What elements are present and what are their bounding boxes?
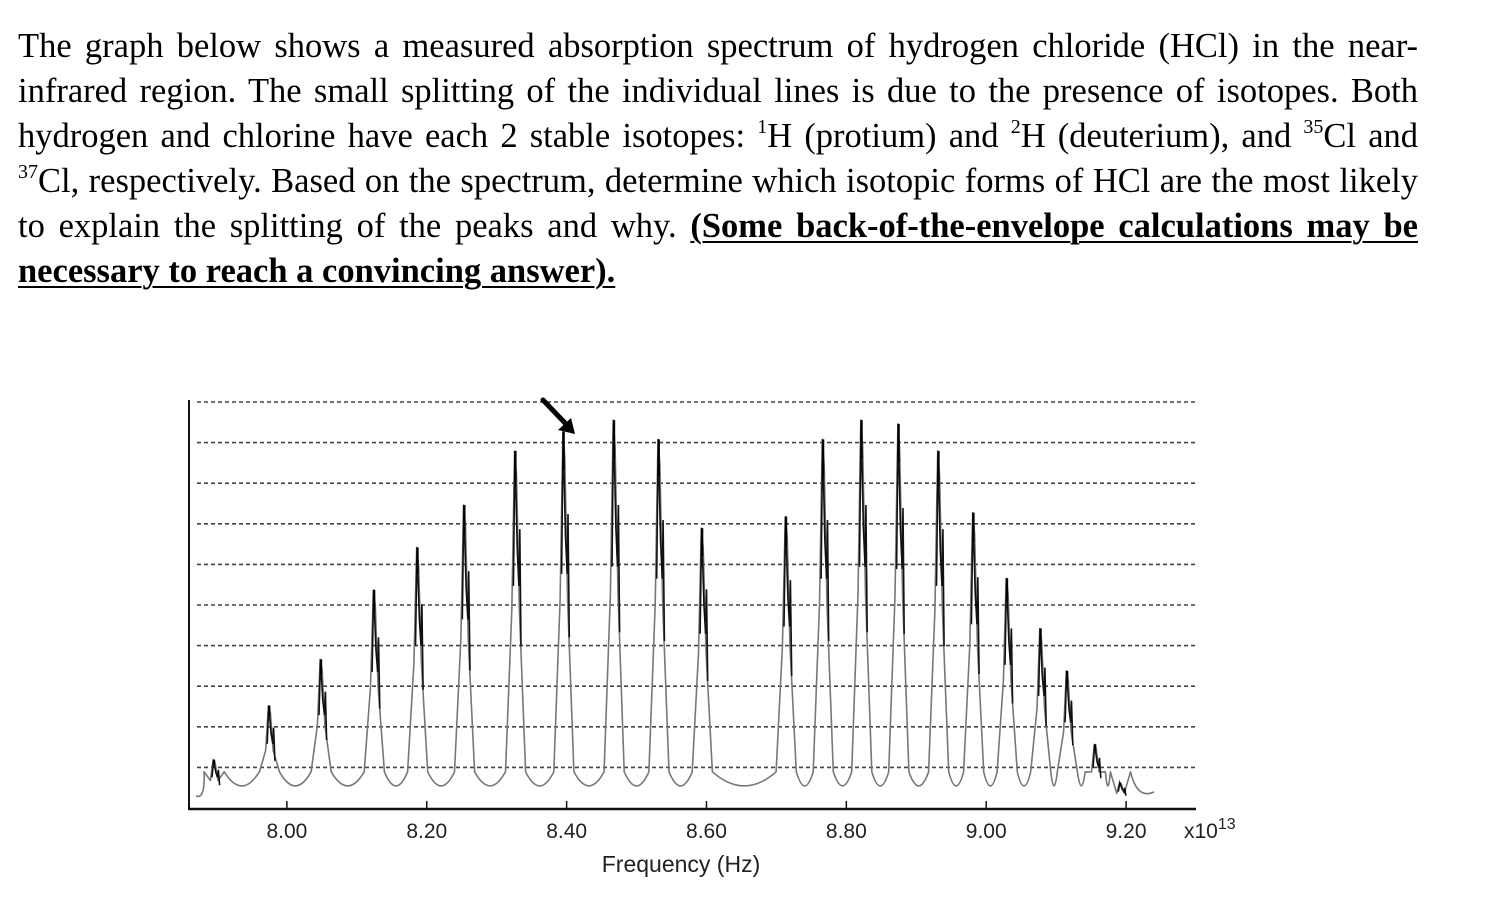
question-part-3: H (deuterium), and <box>1020 117 1304 155</box>
chart-axes <box>188 400 1196 811</box>
question-part-1: The graph below shows a measured absorpt… <box>18 27 1418 155</box>
x-multiplier-exponent: 13 <box>1218 816 1236 833</box>
question-part-2: H (protium) and <box>767 117 1011 155</box>
superscript-35cl: 35 <box>1303 115 1324 138</box>
question-emphasis: (Some back-of-the-envelope calculations … <box>18 207 1418 290</box>
x-tick-label: 8.80 <box>826 820 867 843</box>
question-part-5: Cl, respectively. Based on the spectrum,… <box>18 162 1418 245</box>
question-text: The graph below shows a measured absorpt… <box>18 24 1418 294</box>
arrow-icon <box>540 397 575 434</box>
x-tick-label: 9.20 <box>1106 820 1147 843</box>
x-tick-label: 8.60 <box>686 820 727 843</box>
x-axis-label: Frequency (Hz) <box>602 851 760 877</box>
x-multiplier-base: x10 <box>1184 820 1218 843</box>
spectrum-trace <box>195 419 1155 798</box>
superscript-2h: 2 <box>1010 115 1021 138</box>
x-tick-label: 9.00 <box>966 820 1007 843</box>
x-ticks <box>286 801 1127 809</box>
absorption-spectrum-chart: 8.00 8.20 8.40 8.60 8.80 9.00 9.20 x1013 Frequ… <box>188 397 1236 877</box>
superscript-1h: 1 <box>757 115 768 138</box>
x-tick-label: 8.00 <box>266 820 307 843</box>
x-multiplier-label: x1013 <box>1184 816 1236 843</box>
question-part-4: Cl and <box>1323 117 1419 155</box>
x-tick-label: 8.20 <box>406 820 447 843</box>
spectrum-peak-cores <box>211 420 1127 796</box>
x-tick-label: 8.40 <box>546 820 587 843</box>
x-tick-labels: 8.00 8.20 8.40 8.60 8.80 9.00 9.20 <box>266 820 1146 843</box>
peak-marks <box>213 420 1122 786</box>
superscript-37cl: 37 <box>18 160 38 183</box>
